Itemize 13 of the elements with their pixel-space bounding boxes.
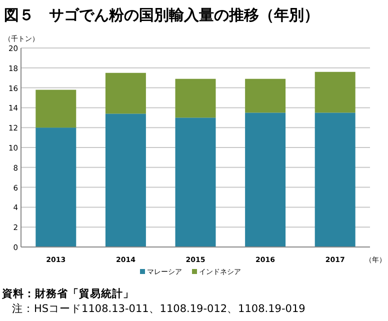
bar [175, 118, 216, 247]
bar [314, 112, 356, 247]
bar [105, 114, 146, 247]
bar [175, 78, 216, 118]
bar [314, 72, 356, 113]
bar [245, 112, 286, 247]
chart-title: 図５ サゴでん粉の国別輸入量の推移（年別） [4, 6, 319, 24]
bar [36, 90, 76, 128]
bar [245, 78, 286, 113]
bar [105, 72, 146, 114]
text: 資料：財務省「貿易統計」 [1, 287, 134, 300]
bar [36, 128, 76, 247]
text: 注：HSコード1108.13-011、1108.19-012、1108.19-019 [12, 302, 306, 315]
